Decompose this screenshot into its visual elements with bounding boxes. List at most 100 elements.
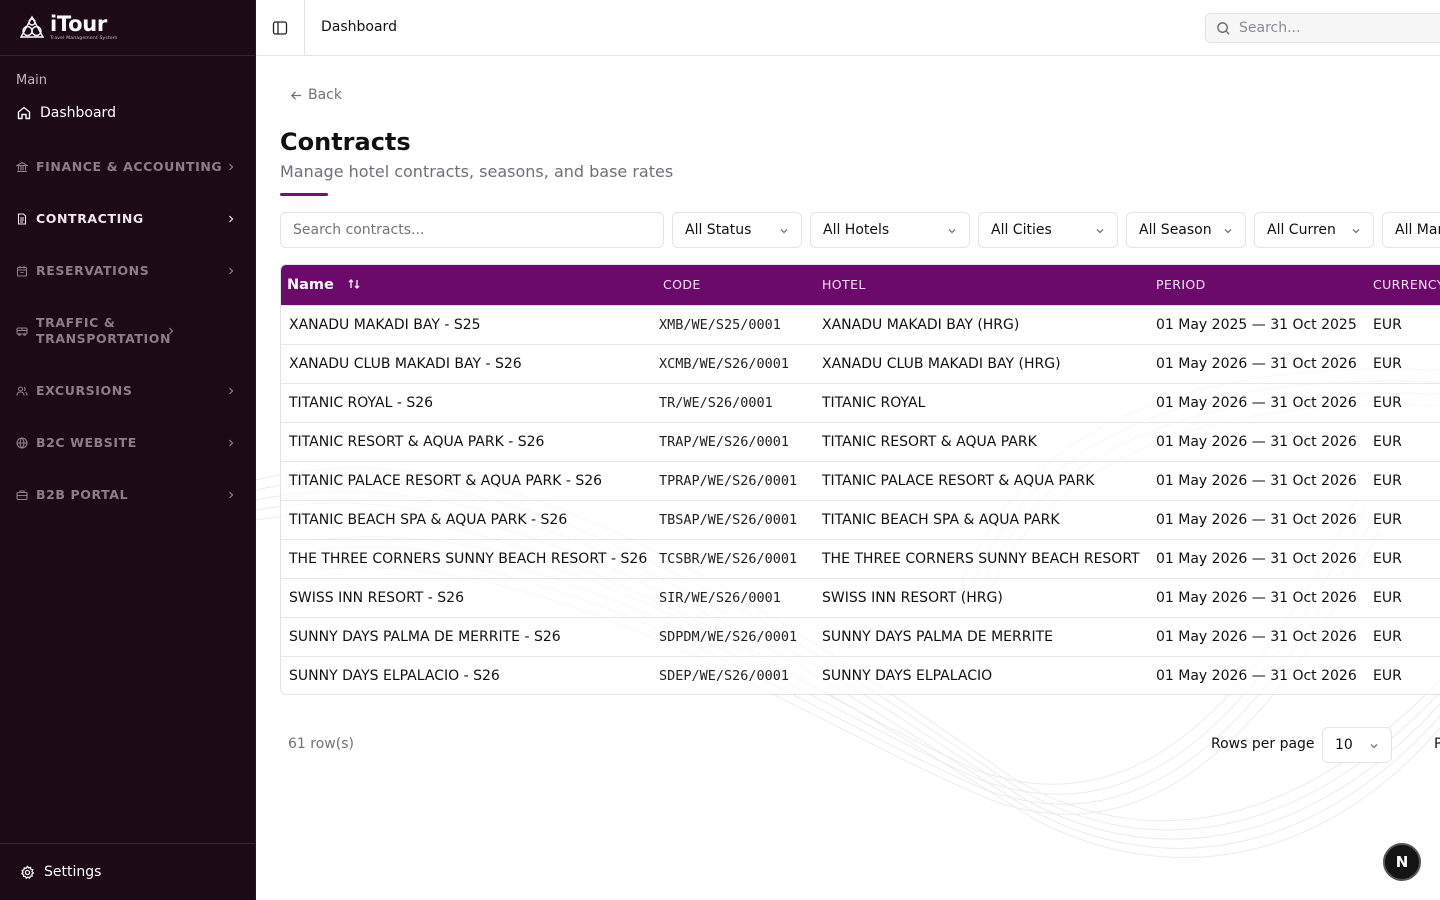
- currency-filter-value: All Curren: [1267, 222, 1336, 238]
- cell-code: XMB/WE/S25/0001: [659, 316, 781, 333]
- search-contracts-input[interactable]: [280, 212, 664, 248]
- cell-hotel: SUNNY DAYS PALMA DE MERRITE: [822, 628, 1054, 645]
- table-row[interactable]: TITANIC PALACE RESORT & AQUA PARK - S26 …: [281, 461, 1440, 500]
- column-header-currency[interactable]: CURRENCY: [1373, 277, 1440, 293]
- chevron-right-icon: [229, 215, 234, 223]
- brand[interactable]: iTour Travel Management System: [0, 0, 255, 56]
- chevron-down-icon: [780, 229, 788, 234]
- back-link[interactable]: Back: [290, 87, 342, 103]
- season-filter-select[interactable]: All Season: [1126, 212, 1246, 248]
- cell-code: SDEP/WE/S26/0001: [659, 667, 790, 684]
- sidebar-group-excursions[interactable]: EXCURSIONS: [8, 382, 248, 400]
- sidebar-item-settings[interactable]: Settings: [0, 843, 255, 900]
- column-header-code[interactable]: CODE: [663, 277, 701, 293]
- cell-hotel: TITANIC BEACH SPA & AQUA PARK: [822, 511, 1060, 528]
- sidebar-group-contracting[interactable]: CONTRACTING: [8, 210, 248, 228]
- market-filter-select[interactable]: All Mar: [1382, 212, 1440, 248]
- market-filter-value: All Mar: [1395, 222, 1440, 238]
- cell-code: TR/WE/S26/0001: [659, 394, 773, 411]
- cell-period: 01 May 2026 — 31 Oct 2026: [1156, 589, 1357, 606]
- title-accent-bar: [280, 193, 328, 196]
- cities-filter-select[interactable]: All Cities: [978, 212, 1118, 248]
- cell-code: SDPDM/WE/S26/0001: [659, 628, 798, 645]
- panel-left-icon: [272, 21, 288, 35]
- users-icon: [16, 386, 28, 396]
- breadcrumb[interactable]: Dashboard: [321, 19, 397, 35]
- season-filter-value: All Season: [1139, 222, 1212, 238]
- chevron-right-icon: [229, 267, 234, 275]
- page-subtitle: Manage hotel contracts, seasons, and bas…: [280, 162, 674, 181]
- rows-per-page-select[interactable]: 10: [1322, 727, 1392, 763]
- cell-period: 01 May 2026 — 31 Oct 2026: [1156, 667, 1357, 684]
- sort-icon[interactable]: [347, 277, 361, 291]
- globe-icon: [16, 437, 28, 449]
- cell-name: TITANIC PALACE RESORT & AQUA PARK - S26: [289, 472, 603, 489]
- bus-icon: [16, 327, 28, 336]
- cell-period: 01 May 2026 — 31 Oct 2026: [1156, 628, 1357, 645]
- cell-name: SUNNY DAYS PALMA DE MERRITE - S26: [289, 628, 561, 645]
- cell-period: 01 May 2026 — 31 Oct 2026: [1156, 511, 1357, 528]
- table-row[interactable]: TITANIC ROYAL - S26 TR/WE/S26/0001 TITAN…: [281, 383, 1440, 422]
- calendar-icon: [16, 266, 28, 277]
- global-search[interactable]: [1205, 13, 1440, 43]
- cell-hotel: XANADU CLUB MAKADI BAY (HRG): [822, 355, 1061, 372]
- chevron-down-icon: [948, 229, 956, 234]
- brand-name: iTour: [50, 11, 107, 36]
- cell-name: TITANIC ROYAL - S26: [289, 394, 434, 411]
- cell-currency: EUR: [1373, 472, 1402, 489]
- sidebar-group-finance[interactable]: FINANCE & ACCOUNTING: [8, 158, 248, 176]
- bank-icon: [16, 161, 28, 173]
- cell-name: SUNNY DAYS ELPALACIO - S26: [289, 667, 500, 684]
- cell-name: TITANIC BEACH SPA & AQUA PARK - S26: [289, 511, 568, 528]
- sidebar-section-label: Main: [16, 73, 48, 88]
- table-row[interactable]: SUNNY DAYS ELPALACIO - S26 SDEP/WE/S26/0…: [281, 656, 1440, 694]
- table-row[interactable]: SWISS INN RESORT - S26 SIR/WE/S26/0001 S…: [281, 578, 1440, 617]
- sidebar-group-label: B2C WEBSITE: [36, 435, 137, 450]
- cell-period: 01 May 2025 — 31 Oct 2025: [1156, 316, 1357, 333]
- cell-currency: EUR: [1373, 316, 1402, 333]
- itour-logo-icon: [19, 15, 45, 38]
- cell-period: 01 May 2026 — 31 Oct 2026: [1156, 550, 1357, 567]
- hotels-filter-select[interactable]: All Hotels: [810, 212, 970, 248]
- rows-per-page-value: 10: [1335, 737, 1353, 753]
- table-row[interactable]: XANADU CLUB MAKADI BAY - S26 XCMB/WE/S26…: [281, 344, 1440, 383]
- sidebar-group-label: FINANCE & ACCOUNTING: [36, 159, 223, 174]
- sidebar-group-reservations[interactable]: RESERVATIONS: [8, 262, 248, 280]
- table-row[interactable]: SUNNY DAYS PALMA DE MERRITE - S26 SDPDM/…: [281, 617, 1440, 656]
- currency-filter-select[interactable]: All Curren: [1254, 212, 1374, 248]
- cell-currency: EUR: [1373, 433, 1402, 450]
- column-header-period[interactable]: PERIOD: [1156, 277, 1206, 293]
- back-label: Back: [308, 87, 342, 103]
- cell-name: SWISS INN RESORT - S26: [289, 589, 464, 606]
- table-row[interactable]: TITANIC BEACH SPA & AQUA PARK - S26 TBSA…: [281, 500, 1440, 539]
- cell-currency: EUR: [1373, 667, 1402, 684]
- chevron-right-icon: [229, 387, 234, 395]
- nextjs-dev-badge[interactable]: N: [1383, 843, 1421, 881]
- global-search-input[interactable]: [1239, 20, 1439, 36]
- cell-code: XCMB/WE/S26/0001: [659, 355, 790, 372]
- cell-hotel: TITANIC PALACE RESORT & AQUA PARK: [822, 472, 1095, 489]
- sidebar-item-dashboard[interactable]: Dashboard: [8, 97, 248, 129]
- cell-currency: EUR: [1373, 355, 1402, 372]
- cell-hotel: TITANIC RESORT & AQUA PARK: [822, 433, 1037, 450]
- cell-period: 01 May 2026 — 31 Oct 2026: [1156, 394, 1357, 411]
- cell-code: TRAP/WE/S26/0001: [659, 433, 790, 450]
- sidebar-group-b2c-website[interactable]: B2C WEBSITE: [8, 434, 248, 452]
- cell-hotel: SWISS INN RESORT (HRG): [822, 589, 1003, 606]
- chevron-right-icon: [229, 163, 234, 171]
- status-filter-value: All Status: [685, 222, 752, 238]
- table-row[interactable]: THE THREE CORNERS SUNNY BEACH RESORT - S…: [281, 539, 1440, 578]
- cell-period: 01 May 2026 — 31 Oct 2026: [1156, 433, 1357, 450]
- cell-hotel: XANADU MAKADI BAY (HRG): [822, 316, 1020, 333]
- cell-name: XANADU CLUB MAKADI BAY - S26: [289, 355, 522, 372]
- table-row[interactable]: XANADU MAKADI BAY - S25 XMB/WE/S25/0001 …: [281, 305, 1440, 344]
- sidebar-group-b2b-portal[interactable]: B2B PORTAL: [8, 486, 248, 504]
- status-filter-select[interactable]: All Status: [672, 212, 802, 248]
- column-header-hotel[interactable]: HOTEL: [822, 277, 866, 293]
- table-row[interactable]: TITANIC RESORT & AQUA PARK - S26 TRAP/WE…: [281, 422, 1440, 461]
- column-header-name[interactable]: Name: [281, 265, 657, 305]
- sidebar-toggle-button[interactable]: [256, 0, 305, 56]
- sidebar-group-traffic[interactable]: TRAFFIC & TRANSPORTATION: [8, 314, 248, 348]
- cities-filter-value: All Cities: [991, 222, 1052, 238]
- cell-period: 01 May 2026 — 31 Oct 2026: [1156, 472, 1357, 489]
